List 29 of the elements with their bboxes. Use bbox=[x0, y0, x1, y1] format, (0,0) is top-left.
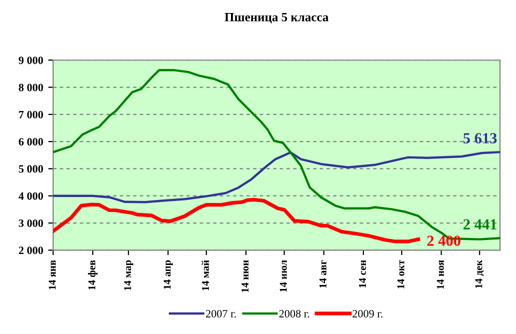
annotation: 5 613 bbox=[463, 133, 497, 144]
legend-label: 2008 г. bbox=[279, 310, 310, 318]
x-tick-label: 14 сен bbox=[359, 260, 366, 288]
annotation: 2 441 bbox=[463, 219, 496, 230]
line-series bbox=[53, 150, 500, 204]
x-tick-label: 14 май bbox=[202, 260, 209, 290]
x-tick-label: 14 апр bbox=[164, 260, 173, 289]
y-tick-label: 6 000 bbox=[18, 138, 43, 146]
x-tick-label: 14 июл bbox=[280, 260, 287, 292]
x-tick-label: 14 мар bbox=[124, 260, 134, 290]
x-tick-label: 14 фев bbox=[88, 260, 98, 290]
x-tick-label: 14 авг bbox=[319, 260, 326, 288]
y-tick-label: 3 000 bbox=[18, 219, 43, 227]
legend-label: 2009 г. bbox=[352, 310, 382, 318]
line-series bbox=[53, 198, 420, 244]
y-tick-label: 4 000 bbox=[18, 192, 43, 200]
x-tick-label: 14 окт bbox=[397, 260, 404, 288]
y-tick-label: 7 000 bbox=[19, 110, 43, 118]
y-tick-label: 8 000 bbox=[18, 84, 43, 92]
x-tick-label: 14 дек bbox=[475, 260, 484, 288]
x-tick-label: 14 янв bbox=[48, 260, 56, 290]
y-tick-label: 9 000 bbox=[18, 56, 43, 64]
annotation: 2 400 bbox=[427, 236, 460, 246]
y-tick-label: 2 000 bbox=[18, 246, 43, 254]
legend-label: 2007 г. bbox=[206, 310, 236, 318]
chart-title: Пшеница 5 класса bbox=[224, 13, 328, 24]
y-tick-label: 5 000 bbox=[18, 165, 43, 173]
x-tick-label: 14 июн bbox=[242, 260, 249, 292]
x-tick-label: 14 ноя bbox=[436, 260, 444, 289]
